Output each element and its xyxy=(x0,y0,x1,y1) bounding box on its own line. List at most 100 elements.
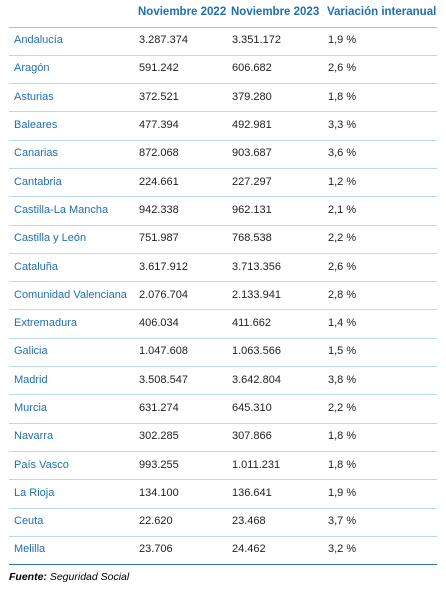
nov-2022-cell: 22.620 xyxy=(134,508,227,537)
table-row: Comunidad Valenciana 2.076.704 2.133.941 2,… xyxy=(9,281,437,311)
table-row: Cantabria 224.661 227.297 1,2 % xyxy=(9,168,437,198)
table-header: Noviembre 2022 Noviembre 2023 Variación … xyxy=(9,0,437,28)
table-row: Castilla y León 751.987 768.538 2,2 % xyxy=(9,225,437,254)
table-row: Ceuta 22.620 23.468 3,7 % xyxy=(9,508,437,537)
region-cell: Galicia xyxy=(9,338,134,368)
table-row: Baleares 477.394 492.981 3,3 % xyxy=(9,111,437,141)
variation-cell: 2,2 % xyxy=(323,394,437,424)
column-header-nov-2023: Noviembre 2023 xyxy=(227,0,323,28)
source-text: Seguridad Social xyxy=(46,571,130,583)
variation-cell: 1,9 % xyxy=(323,479,437,509)
nov-2023-cell: 768.538 xyxy=(227,225,323,254)
region-cell: Canarias xyxy=(9,140,134,169)
variation-cell: 3,8 % xyxy=(323,366,437,396)
region-cell: Melilla xyxy=(9,536,134,566)
variation-cell: 3,3 % xyxy=(323,111,437,141)
table-row: Madrid 3.508.547 3.642.804 3,8 % xyxy=(9,366,437,396)
nov-2022-cell: 591.242 xyxy=(134,55,227,85)
nov-2022-cell: 224.661 xyxy=(134,168,227,198)
table-row: Melilla 23.706 24.462 3,2 % xyxy=(9,536,437,566)
source-label: Fuente: xyxy=(9,571,47,583)
table-row: País Vasco 993.255 1.011.231 1,8 % xyxy=(9,451,437,481)
table-row: Canarias 872.068 903.687 3,6 % xyxy=(9,140,437,169)
nov-2022-cell: 1.047.608 xyxy=(134,338,227,368)
column-header-nov-2022: Noviembre 2022 xyxy=(134,0,227,28)
nov-2022-cell: 23.706 xyxy=(134,536,227,566)
region-cell: Madrid xyxy=(9,366,134,396)
nov-2023-cell: 903.687 xyxy=(227,140,323,169)
region-cell: Comunidad Valenciana xyxy=(9,281,134,311)
nov-2022-cell: 942.338 xyxy=(134,196,227,226)
region-cell: Navarra xyxy=(9,423,134,452)
nov-2023-cell: 1.063.566 xyxy=(227,338,323,368)
nov-2023-cell: 1.011.231 xyxy=(227,451,323,481)
nov-2022-cell: 993.255 xyxy=(134,451,227,481)
variation-cell: 2,6 % xyxy=(323,253,437,283)
variation-cell: 1,9 % xyxy=(323,27,437,56)
nov-2023-cell: 492.981 xyxy=(227,111,323,141)
nov-2022-cell: 751.987 xyxy=(134,225,227,254)
region-cell: Cantabria xyxy=(9,168,134,198)
variation-cell: 1,8 % xyxy=(323,83,437,113)
table-row: Navarra 302.285 307.866 1,8 % xyxy=(9,423,437,452)
variation-cell: 1,4 % xyxy=(323,309,437,339)
nov-2023-cell: 3.713.356 xyxy=(227,253,323,283)
region-cell: Castilla-La Mancha xyxy=(9,196,134,226)
region-cell: Ceuta xyxy=(9,508,134,537)
table-row: Aragón 591.242 606.682 2,6 % xyxy=(9,55,437,85)
region-cell: País Vasco xyxy=(9,451,134,481)
nov-2023-cell: 307.866 xyxy=(227,423,323,452)
nov-2023-cell: 3.642.804 xyxy=(227,366,323,396)
nov-2022-cell: 406.034 xyxy=(134,309,227,339)
nov-2022-cell: 372.521 xyxy=(134,83,227,113)
data-table-container: Noviembre 2022 Noviembre 2023 Variación … xyxy=(9,0,437,566)
header-row: Noviembre 2022 Noviembre 2023 Variación … xyxy=(9,0,437,28)
region-cell: Baleares xyxy=(9,111,134,141)
region-cell: Andalucía xyxy=(9,27,134,56)
variation-cell: 3,7 % xyxy=(323,508,437,537)
table-row: Galicia 1.047.608 1.063.566 1,5 % xyxy=(9,338,437,368)
affiliation-table: Noviembre 2022 Noviembre 2023 Variación … xyxy=(9,0,437,566)
table-row: Andalucía 3.287.374 3.351.172 1,9 % xyxy=(9,27,437,56)
table-row: La Rioja 134.100 136.641 1,9 % xyxy=(9,479,437,509)
variation-cell: 1,8 % xyxy=(323,451,437,481)
table-row: Extremadura 406.034 411.662 1,4 % xyxy=(9,309,437,339)
nov-2023-cell: 606.682 xyxy=(227,55,323,85)
variation-cell: 2,6 % xyxy=(323,55,437,85)
nov-2022-cell: 872.068 xyxy=(134,140,227,169)
table-row: Cataluña 3.617.912 3.713.356 2,6 % xyxy=(9,253,437,283)
region-cell: La Rioja xyxy=(9,479,134,509)
variation-cell: 2,2 % xyxy=(323,225,437,254)
nov-2022-cell: 134.100 xyxy=(134,479,227,509)
table-body: Andalucía 3.287.374 3.351.172 1,9 % Aragón 59… xyxy=(9,27,437,566)
region-cell: Cataluña xyxy=(9,253,134,283)
variation-cell: 1,5 % xyxy=(323,338,437,368)
region-cell: Asturias xyxy=(9,83,134,113)
variation-cell: 2,1 % xyxy=(323,196,437,226)
nov-2023-cell: 24.462 xyxy=(227,536,323,566)
nov-2022-cell: 631.274 xyxy=(134,394,227,424)
nov-2023-cell: 962.131 xyxy=(227,196,323,226)
nov-2023-cell: 411.662 xyxy=(227,309,323,339)
nov-2023-cell: 23.468 xyxy=(227,508,323,537)
region-cell: Murcia xyxy=(9,394,134,424)
region-cell: Aragón xyxy=(9,55,134,85)
variation-cell: 2,8 % xyxy=(323,281,437,311)
nov-2023-cell: 2.133.941 xyxy=(227,281,323,311)
region-cell: Castilla y León xyxy=(9,225,134,254)
variation-cell: 3,2 % xyxy=(323,536,437,566)
nov-2022-cell: 302.285 xyxy=(134,423,227,452)
region-cell: Extremadura xyxy=(9,309,134,339)
nov-2022-cell: 3.508.547 xyxy=(134,366,227,396)
source-note: Fuente: Seguridad Social xyxy=(9,571,129,583)
nov-2022-cell: 477.394 xyxy=(134,111,227,141)
nov-2023-cell: 227.297 xyxy=(227,168,323,198)
nov-2023-cell: 645.310 xyxy=(227,394,323,424)
table-row: Castilla-La Mancha 942.338 962.131 2,1 % xyxy=(9,196,437,226)
nov-2023-cell: 379.280 xyxy=(227,83,323,113)
table-row: Murcia 631.274 645.310 2,2 % xyxy=(9,394,437,424)
nov-2022-cell: 3.287.374 xyxy=(134,27,227,56)
nov-2023-cell: 3.351.172 xyxy=(227,27,323,56)
variation-cell: 3,6 % xyxy=(323,140,437,169)
column-header-region xyxy=(9,0,134,28)
